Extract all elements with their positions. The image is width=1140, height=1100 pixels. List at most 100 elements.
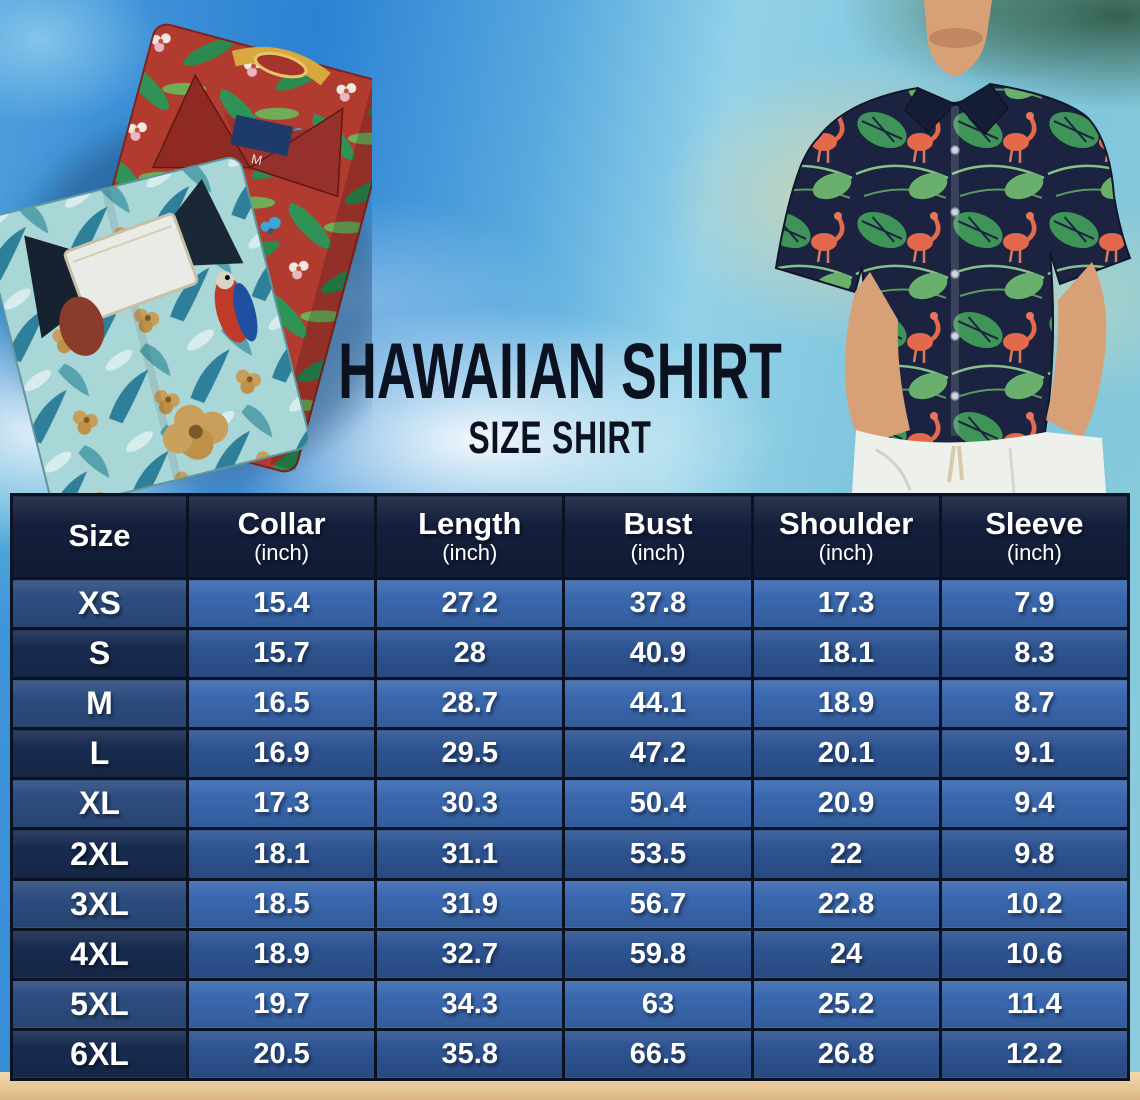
size-chart-table: Size Collar (inch) Length (inch) Bust (inch) Sh…	[10, 493, 1131, 1082]
value-cell: 11.4	[938, 977, 1131, 1031]
table-row: 2XL 18.1 31.1 53.5 22 9.8	[10, 827, 1131, 881]
size-cell: L	[10, 727, 189, 781]
table-row: XL 17.3 30.3 50.4 20.9 9.4	[10, 777, 1131, 831]
size-cell: 3XL	[10, 877, 189, 931]
value-cell: 37.8	[562, 576, 754, 631]
table-row: 4XL 18.9 32.7 59.8 24 10.6	[10, 927, 1131, 981]
column-header-bust: Bust (inch)	[562, 493, 754, 580]
page-subtitle: SIZE SHIRT	[468, 411, 652, 463]
column-header-sleeve: Sleeve (inch)	[938, 493, 1131, 580]
table-row: 6XL 20.5 35.8 66.5 26.8 12.2	[10, 1027, 1131, 1082]
value-cell: 27.2	[374, 576, 566, 631]
size-cell: XL	[10, 777, 189, 831]
value-cell: 44.1	[562, 677, 754, 731]
value-cell: 16.5	[185, 677, 378, 731]
model-left-arm	[845, 272, 910, 446]
value-cell: 7.9	[938, 576, 1131, 631]
size-cell: S	[10, 627, 189, 681]
value-cell: 32.7	[374, 927, 566, 981]
value-cell: 12.2	[938, 1027, 1131, 1082]
column-label: Bust	[623, 506, 693, 542]
model-right-arm	[1046, 262, 1107, 438]
value-cell: 31.9	[374, 877, 566, 931]
page-title: HAWAIIAN SHIRT	[338, 327, 782, 416]
value-cell: 31.1	[374, 827, 566, 881]
value-cell: 40.9	[562, 627, 754, 681]
parrot-right	[214, 271, 258, 343]
column-unit: (inch)	[818, 539, 874, 565]
shirt-buttons	[950, 145, 960, 401]
value-cell: 19.7	[185, 977, 378, 1031]
title-block: HAWAIIAN SHIRT SIZE SHIRT	[280, 332, 840, 463]
size-cell: 2XL	[10, 827, 189, 881]
hibiscus-flower	[162, 404, 229, 460]
parrot-left	[59, 296, 105, 356]
column-label: Collar	[237, 506, 326, 542]
folded-shirts-photo: M	[0, 23, 372, 496]
column-label: Size	[68, 518, 131, 554]
value-cell: 66.5	[562, 1027, 754, 1082]
shirt-collar	[904, 87, 957, 134]
column-header-length: Length (inch)	[374, 493, 566, 580]
drawstring	[947, 445, 956, 483]
value-cell: 63	[562, 977, 754, 1031]
value-cell: 15.4	[185, 576, 378, 631]
table-row: S 15.7 28 40.9 18.1 8.3	[10, 627, 1131, 681]
table-row: M 16.5 28.7 44.1 18.9 8.7	[10, 677, 1131, 731]
value-cell: 9.4	[938, 777, 1131, 831]
value-cell: 18.1	[185, 827, 378, 881]
value-cell: 9.1	[938, 727, 1131, 781]
value-cell: 29.5	[374, 727, 566, 781]
value-cell: 20.9	[750, 777, 942, 831]
teal-shirt-illustration	[0, 157, 310, 496]
value-cell: 26.8	[750, 1027, 942, 1082]
value-cell: 18.9	[750, 677, 942, 731]
value-cell: 15.7	[185, 627, 378, 681]
value-cell: 35.8	[374, 1027, 566, 1082]
column-unit: (inch)	[442, 539, 498, 565]
size-cell: 6XL	[10, 1027, 189, 1082]
size-cell: 4XL	[10, 927, 189, 981]
model-neck	[924, 0, 992, 77]
model-photo	[774, 0, 1132, 493]
table-row: 3XL 18.5 31.9 56.7 22.8 10.2	[10, 877, 1131, 931]
table-row: L 16.9 29.5 47.2 20.1 9.1	[10, 727, 1131, 781]
value-cell: 25.2	[750, 977, 942, 1031]
column-unit: (inch)	[254, 539, 310, 565]
value-cell: 28	[374, 627, 566, 681]
size-cell: XS	[10, 576, 189, 631]
value-cell: 22	[750, 827, 942, 881]
value-cell: 53.5	[562, 827, 754, 881]
column-label: Length	[418, 506, 522, 542]
value-cell: 10.2	[938, 877, 1131, 931]
value-cell: 59.8	[562, 927, 754, 981]
value-cell: 50.4	[562, 777, 754, 831]
size-cell: 5XL	[10, 977, 189, 1031]
value-cell: 9.8	[938, 827, 1131, 881]
table-row: 5XL 19.7 34.3 63 25.2 11.4	[10, 977, 1131, 1031]
value-cell: 20.5	[185, 1027, 378, 1082]
column-header-size: Size	[10, 493, 189, 580]
size-cell: M	[10, 677, 189, 731]
shirt-size-tag: M	[250, 151, 264, 168]
value-cell: 18.9	[185, 927, 378, 981]
value-cell: 20.1	[750, 727, 942, 781]
column-label: Sleeve	[985, 506, 1084, 542]
table-row: XS 15.4 27.2 37.8 17.3 7.9	[10, 576, 1131, 631]
value-cell: 28.7	[374, 677, 566, 731]
value-cell: 22.8	[750, 877, 942, 931]
column-header-collar: Collar (inch)	[185, 493, 378, 580]
value-cell: 17.3	[185, 777, 378, 831]
value-cell: 18.5	[185, 877, 378, 931]
value-cell: 8.7	[938, 677, 1131, 731]
value-cell: 10.6	[938, 927, 1131, 981]
value-cell: 18.1	[750, 627, 942, 681]
value-cell: 30.3	[374, 777, 566, 831]
column-unit: (inch)	[1006, 539, 1062, 565]
value-cell: 56.7	[562, 877, 754, 931]
value-cell: 47.2	[562, 727, 754, 781]
value-cell: 17.3	[750, 576, 942, 631]
value-cell: 24	[750, 927, 942, 981]
column-unit: (inch)	[630, 539, 686, 565]
